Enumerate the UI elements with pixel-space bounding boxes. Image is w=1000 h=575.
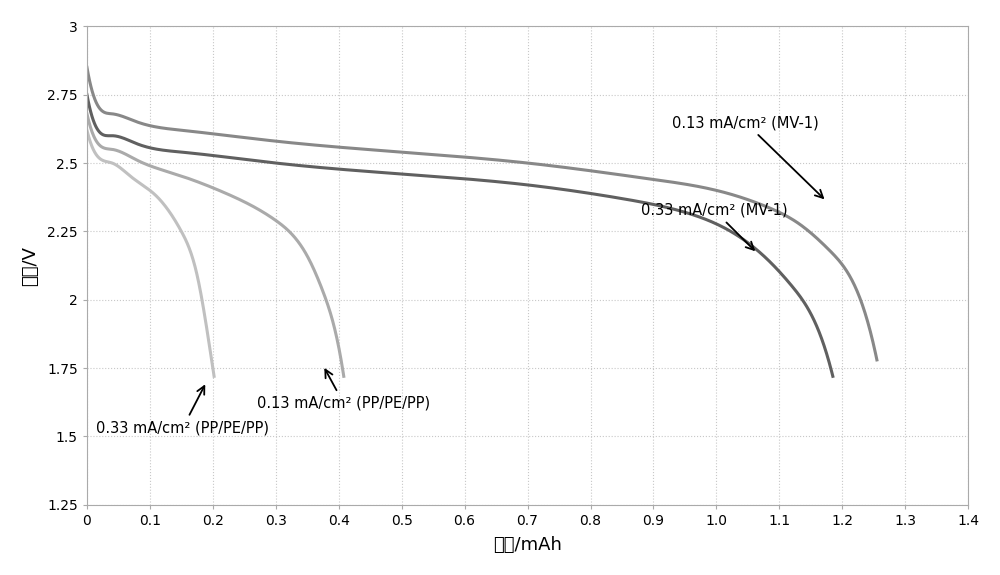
X-axis label: 容量/mAh: 容量/mAh xyxy=(493,536,562,554)
Y-axis label: 电压/V: 电压/V xyxy=(21,246,39,286)
Text: 0.13 mA/cm² (MV-1): 0.13 mA/cm² (MV-1) xyxy=(672,115,823,198)
Text: 0.33 mA/cm² (MV-1): 0.33 mA/cm² (MV-1) xyxy=(641,203,787,250)
Text: 0.13 mA/cm² (PP/PE/PP): 0.13 mA/cm² (PP/PE/PP) xyxy=(257,370,430,411)
Text: 0.33 mA/cm² (PP/PE/PP): 0.33 mA/cm² (PP/PE/PP) xyxy=(96,386,269,435)
